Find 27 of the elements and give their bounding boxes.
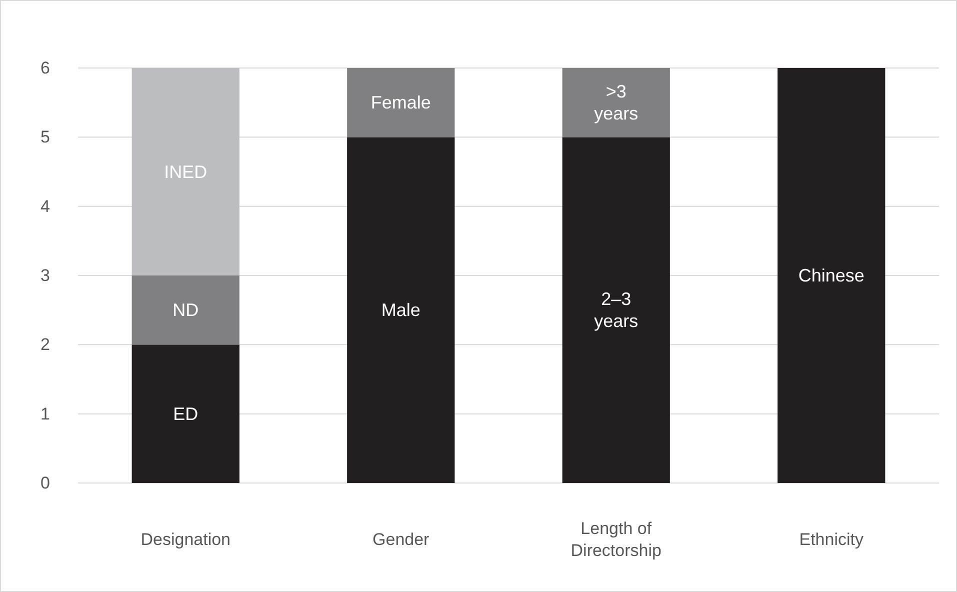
bar: [778, 68, 886, 483]
data-label: Chinese: [798, 266, 864, 286]
y-tick-label: 1: [40, 404, 50, 424]
x-tick-label: Length of Directorship: [570, 518, 662, 560]
bar: [132, 276, 240, 345]
data-label: ED: [173, 404, 198, 424]
data-label: >3 years: [594, 82, 638, 124]
bar: [562, 137, 670, 483]
y-tick-label: 4: [40, 196, 50, 216]
data-label: ND: [172, 300, 199, 320]
bar: [132, 68, 240, 276]
bar: [347, 68, 455, 138]
data-label: INED: [164, 162, 208, 182]
y-tick-label: 6: [40, 58, 50, 78]
x-tick-label: Gender: [372, 530, 430, 548]
y-tick-label: 2: [40, 335, 50, 354]
x-tick-label: Ethnicity: [799, 530, 864, 548]
y-tick-label: 3: [40, 266, 50, 285]
bar: [347, 137, 455, 483]
bar: [132, 344, 240, 483]
data-label: Female: [370, 92, 431, 113]
y-tick-label: 0: [40, 474, 50, 492]
y-tick-label: 5: [40, 128, 50, 147]
bar: [562, 68, 670, 138]
data-label: 2–3 years: [594, 289, 638, 332]
data-label: Male: [381, 300, 420, 320]
x-tick-label: Designation: [140, 530, 231, 548]
